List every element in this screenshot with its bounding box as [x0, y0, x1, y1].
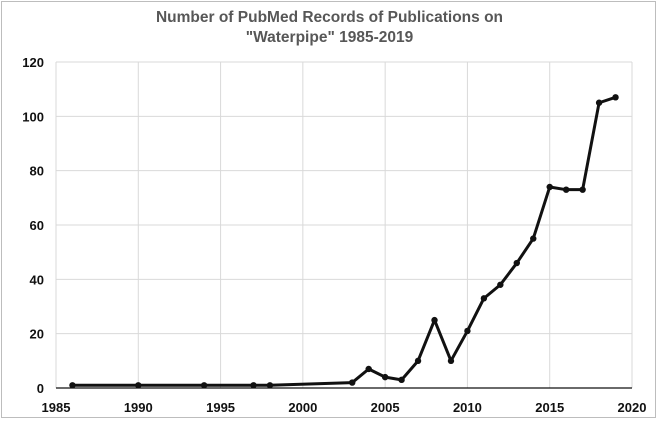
- y-tick-label: 60: [30, 218, 44, 233]
- data-point: [579, 186, 586, 193]
- data-point: [562, 186, 570, 193]
- series-line: [72, 95, 617, 387]
- x-tick-label: 1990: [124, 400, 153, 415]
- data-point: [266, 382, 274, 389]
- data-point: [513, 259, 520, 267]
- data-point: [135, 382, 142, 389]
- x-tick-label: 1995: [206, 400, 235, 415]
- y-tick-label: 0: [37, 381, 44, 396]
- data-point: [595, 99, 603, 106]
- y-tick-label: 120: [22, 55, 44, 70]
- chart-title-line-2: "Waterpipe" 1985-2019: [245, 29, 414, 46]
- x-tick-label: 2000: [288, 400, 317, 415]
- data-point: [447, 357, 455, 365]
- chart-title: Number of PubMed Records of Publications…: [0, 8, 659, 48]
- data-point: [497, 281, 504, 288]
- y-tick-label: 100: [22, 109, 44, 124]
- x-tick-label: 2005: [371, 400, 400, 415]
- data-point: [464, 327, 471, 335]
- data-point: [398, 376, 405, 384]
- data-point: [365, 365, 372, 373]
- x-tick-label: 1985: [42, 400, 71, 415]
- data-point: [530, 235, 537, 242]
- x-tick-label: 2020: [618, 400, 647, 415]
- data-point: [349, 379, 356, 386]
- data-point: [431, 316, 438, 324]
- chart-title-line-1: Number of PubMed Records of Publications…: [155, 9, 504, 26]
- data-point: [480, 295, 488, 302]
- data-point: [250, 382, 257, 389]
- data-point: [381, 373, 389, 381]
- x-tick-label: 2010: [453, 400, 482, 415]
- y-tick-label: 20: [30, 327, 44, 342]
- y-tick-label: 80: [30, 164, 44, 179]
- data-point: [200, 382, 208, 389]
- data-point: [69, 382, 76, 389]
- y-tick-label: 40: [30, 272, 44, 287]
- data-point: [546, 183, 553, 191]
- data-point: [612, 94, 619, 101]
- data-point: [414, 357, 422, 365]
- x-tick-label: 2015: [535, 400, 564, 415]
